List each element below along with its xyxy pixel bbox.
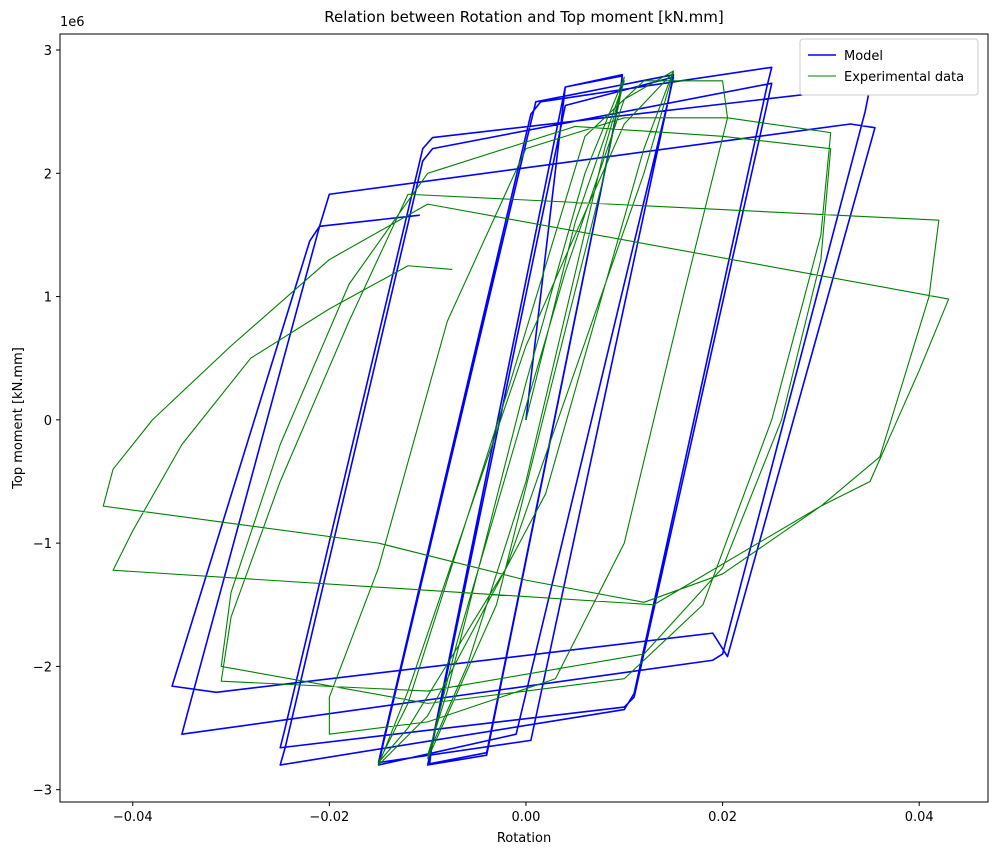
y-tick-label: 3 <box>44 44 52 59</box>
legend-box <box>799 38 979 96</box>
legend-label: Experimental data <box>844 70 964 85</box>
x-tick-label: 0.02 <box>708 810 737 825</box>
y-tick-label: 1 <box>44 291 52 306</box>
data-line <box>171 66 876 766</box>
y-tick-label: −2 <box>33 660 52 675</box>
plot-frame <box>59 33 989 803</box>
y-tick-label: 0 <box>44 414 52 429</box>
y-tick-label: −1 <box>33 537 52 552</box>
x-axis-label: Rotation <box>497 831 551 846</box>
x-tick-label: −0.02 <box>309 810 349 825</box>
y-tick-label: 2 <box>44 167 52 182</box>
x-tick-label: −0.04 <box>113 810 153 825</box>
data-line <box>102 70 950 766</box>
chart-title: Relation between Rotation and Top moment… <box>324 8 723 26</box>
x-tick-label: 0.00 <box>511 810 540 825</box>
y-axis-label: Top moment [kN.mm] <box>11 347 26 490</box>
y-tick-label: −3 <box>33 784 52 799</box>
legend-label: Model <box>844 49 883 64</box>
x-tick-label: 0.04 <box>905 810 934 825</box>
y-offset-label: 1e6 <box>60 15 85 30</box>
